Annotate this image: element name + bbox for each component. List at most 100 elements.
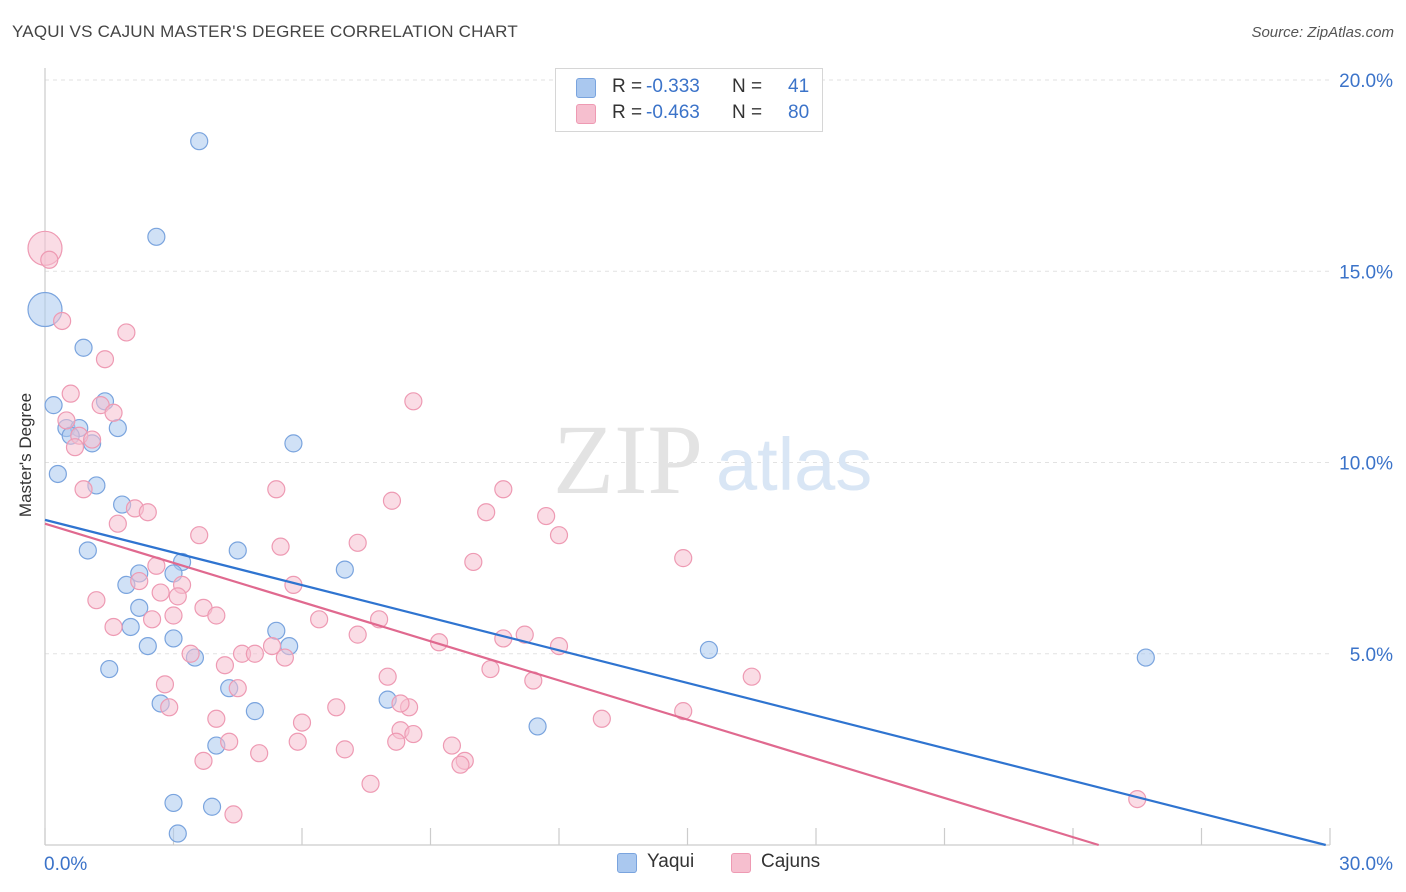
cajun-point xyxy=(494,480,513,499)
stats-legend: R = -0.333 N = 41 R = -0.463 N = 80 xyxy=(555,68,823,132)
n-label: N = xyxy=(732,102,763,123)
yaqui-point xyxy=(147,227,166,246)
cajun-point xyxy=(53,311,72,331)
cajun-point xyxy=(87,591,106,610)
yaqui-point xyxy=(74,338,93,357)
r-label: R = xyxy=(612,102,643,123)
cajun-point xyxy=(155,675,175,694)
cajun-trendline xyxy=(44,522,1100,847)
yaqui-legend-label: Yaqui xyxy=(647,851,695,872)
yaqui-point xyxy=(699,640,719,660)
yaqui-point xyxy=(528,717,547,736)
cajun-point xyxy=(515,625,534,644)
label-layer: 5.0% 10.0% 15.0% 20.0% 0.0% 30.0% Master's Deg… xyxy=(16,71,1393,875)
yaqui-point xyxy=(190,132,209,151)
cajun-point xyxy=(674,702,693,721)
cajun-point xyxy=(168,587,187,606)
cajun-point xyxy=(164,606,183,625)
cajun-point xyxy=(674,549,693,568)
y-tick-label: 20.0% xyxy=(1339,71,1393,92)
cajun-point xyxy=(464,552,483,572)
cajun-point xyxy=(442,736,462,755)
axis-layer xyxy=(44,68,1331,846)
watermark-zip: ZIP xyxy=(553,404,703,515)
cajun-point xyxy=(327,698,346,717)
cajun-point xyxy=(348,625,367,644)
cajun-point xyxy=(104,617,123,637)
cajun-point xyxy=(310,610,329,629)
yaqui-point xyxy=(121,617,140,637)
cajun-point xyxy=(262,636,282,656)
cajun-point xyxy=(117,323,136,342)
yaqui-point xyxy=(284,434,303,453)
cajun-point xyxy=(288,732,307,751)
cajun-point xyxy=(57,411,76,430)
cajun-point xyxy=(74,480,93,499)
watermark-atlas: atlas xyxy=(716,423,872,506)
cajun-point xyxy=(391,694,410,713)
cajun-point xyxy=(160,698,179,717)
yaqui-point xyxy=(48,464,67,484)
cajun-point xyxy=(151,583,170,602)
cajun-point xyxy=(228,679,247,698)
cajun-point xyxy=(481,659,500,679)
cajun-point xyxy=(348,533,367,552)
cajun-point xyxy=(207,709,226,728)
cajun-swatch xyxy=(576,104,596,124)
yaqui-point xyxy=(335,560,354,579)
cajun-n-value: 80 xyxy=(788,102,810,123)
cajun-point xyxy=(335,740,354,759)
source-label: Source: ZipAtlas.com xyxy=(1251,24,1394,41)
cajun-point xyxy=(65,438,85,457)
yaqui-point xyxy=(168,824,187,843)
cajun-point xyxy=(108,514,127,533)
yaqui-point xyxy=(130,598,149,617)
x-tick-label: 0.0% xyxy=(44,854,87,875)
watermark: ZIP atlas xyxy=(553,404,872,515)
cajun-point xyxy=(190,526,209,545)
cajun-point xyxy=(275,648,294,667)
y-tick-label: 10.0% xyxy=(1339,454,1393,475)
cajun-point xyxy=(477,503,496,522)
cajun-point xyxy=(537,506,556,526)
yaqui-legend-swatch xyxy=(617,853,637,873)
yaqui-point xyxy=(78,541,97,560)
yaqui-trendline xyxy=(44,518,1326,847)
yaqui-point xyxy=(267,621,286,640)
cajun-point xyxy=(181,644,200,663)
cajun-point xyxy=(549,526,569,545)
yaqui-point xyxy=(27,291,63,328)
cajun-point xyxy=(592,709,611,728)
yaqui-point xyxy=(44,396,63,415)
yaqui-point xyxy=(202,797,222,816)
yaqui-point xyxy=(1136,648,1155,667)
cajun-point xyxy=(378,667,397,686)
cajun-point xyxy=(404,392,423,411)
cajun-point xyxy=(194,751,213,770)
cajun-point xyxy=(95,350,115,369)
cajun-legend-label: Cajuns xyxy=(761,851,821,872)
yaqui-point xyxy=(228,541,247,560)
yaqui-r-value: -0.333 xyxy=(646,76,700,97)
r-label: R = xyxy=(612,76,643,97)
y-tick-label: 15.0% xyxy=(1339,262,1393,283)
yaqui-point xyxy=(164,793,183,813)
cajun-point xyxy=(220,732,239,751)
cajun-point xyxy=(138,503,157,522)
cajun-point xyxy=(267,480,286,499)
cajun-point xyxy=(83,430,102,449)
cajun-point xyxy=(742,667,761,686)
trend-layer xyxy=(44,518,1326,847)
n-label: N = xyxy=(732,76,763,97)
cajun-point xyxy=(245,644,264,663)
y-axis-label: Master's Degree xyxy=(16,393,35,517)
cajun-point xyxy=(382,491,402,510)
cajun-point xyxy=(292,713,312,732)
cajun-point xyxy=(361,774,380,793)
cajun-point xyxy=(224,805,243,824)
yaqui-point xyxy=(100,659,119,679)
yaqui-swatch xyxy=(576,78,596,98)
cajun-point xyxy=(130,571,149,591)
yaqui-point xyxy=(164,629,183,648)
